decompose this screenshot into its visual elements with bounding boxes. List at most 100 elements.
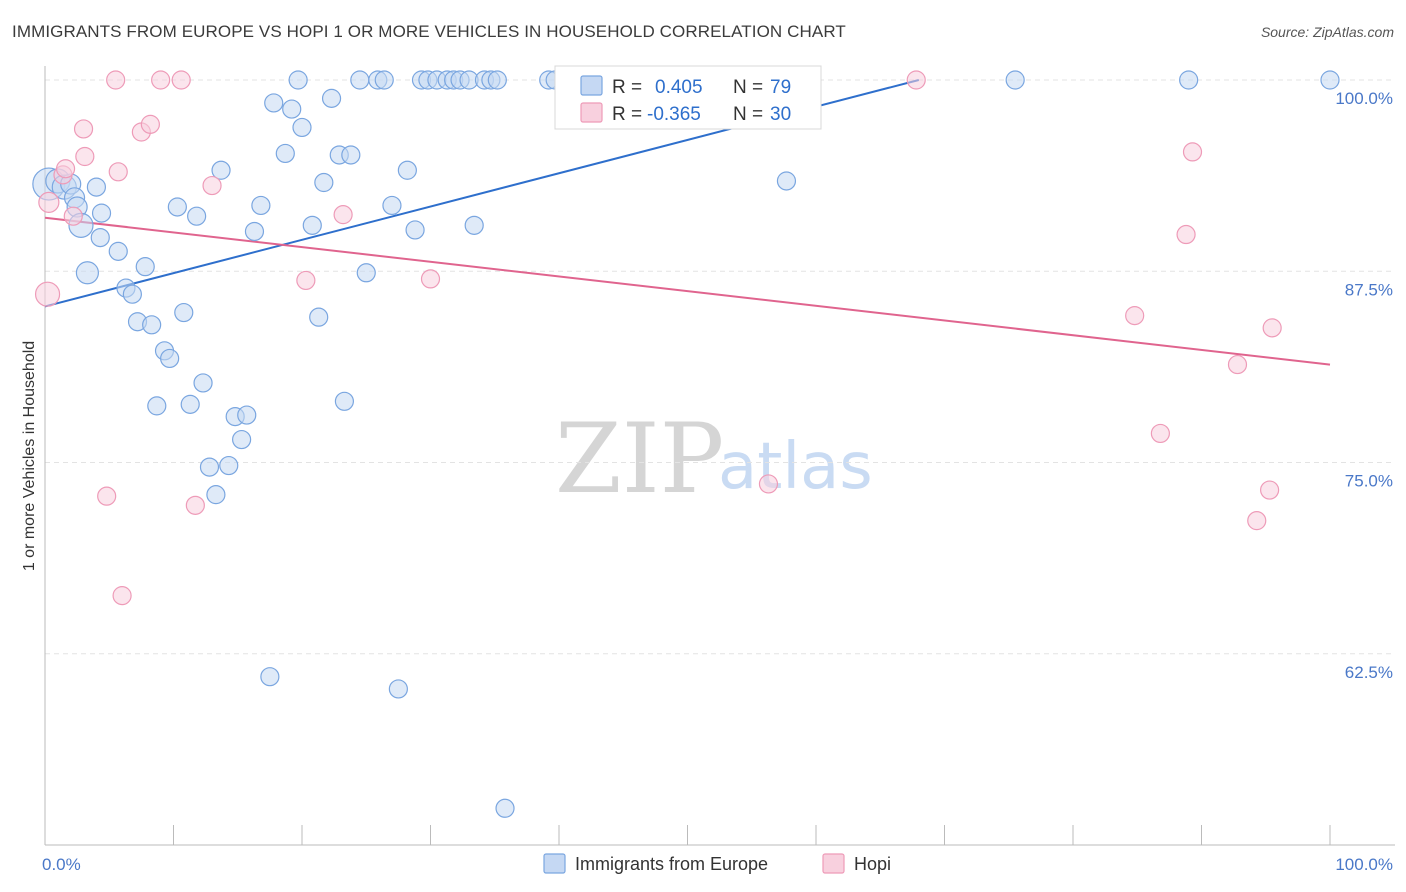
source-label: Source: ZipAtlas.com <box>1260 24 1394 40</box>
hopi-point-12 <box>140 114 160 134</box>
europe-point-64 <box>487 70 507 90</box>
legend-label-europe: Immigrants from Europe <box>575 854 768 874</box>
hopi-point-21 <box>906 70 926 90</box>
stats-r-label-europe: R = <box>612 77 642 98</box>
x-tick-label-0: 0.0% <box>42 855 81 874</box>
hopi-point-26 <box>1227 354 1248 375</box>
hopi-point-29 <box>1262 318 1282 338</box>
europe-point-61 <box>464 215 484 235</box>
y-tick-label-0: 100.0% <box>1335 89 1393 108</box>
europe-point-51 <box>388 679 408 699</box>
europe-point-27 <box>219 455 239 476</box>
stats-r-value-europe: 0.405 <box>655 77 703 98</box>
hopi-point-9 <box>108 162 128 182</box>
hopi-point-28 <box>1260 480 1280 500</box>
europe-point-22 <box>187 206 207 226</box>
hopi-point-1 <box>38 191 60 213</box>
europe-point-7 <box>75 261 100 285</box>
y-tick-label-3: 62.5% <box>1345 663 1393 682</box>
chart-title: IMMIGRANTS FROM EUROPE VS HOPI 1 OR MORE… <box>12 22 846 41</box>
europe-point-75 <box>1005 70 1025 90</box>
europe-point-49 <box>374 70 394 90</box>
hopi-point-16 <box>202 175 222 196</box>
europe-point-77 <box>1320 70 1340 90</box>
europe-point-25 <box>206 485 226 505</box>
stats-r-label-hopi: R = <box>612 104 642 125</box>
europe-point-29 <box>232 429 252 450</box>
europe-point-39 <box>302 215 322 235</box>
europe-point-31 <box>244 221 265 242</box>
legend-swatch-europe <box>543 853 566 874</box>
europe-point-19 <box>167 197 187 217</box>
europe-point-38 <box>292 117 312 138</box>
europe-point-18 <box>160 348 180 369</box>
stats-legend: R = 0.405 N = 79 R = -0.365 N = 30 <box>554 65 822 130</box>
europe-point-78 <box>86 177 107 197</box>
europe-point-26 <box>211 160 231 180</box>
hopi-trend-line <box>44 216 1331 366</box>
hopi-point-15 <box>185 495 205 515</box>
europe-point-20 <box>174 302 194 323</box>
x-tick-labels: 0.0% 100.0% <box>42 855 1393 874</box>
hopi-point-5 <box>73 119 94 139</box>
stats-n-label-europe: N = <box>733 77 763 98</box>
europe-point-33 <box>260 667 280 687</box>
europe-point-30 <box>237 405 257 425</box>
series-legend: Immigrants from Europe Hopi <box>543 853 891 874</box>
europe-point-37 <box>288 70 308 90</box>
hopi-point-27 <box>1247 511 1267 531</box>
europe-point-23 <box>193 373 213 393</box>
y-tick-labels: 100.0% 87.5% 75.0% 62.5% <box>1335 89 1393 682</box>
europe-point-32 <box>251 195 271 216</box>
hopi-point-6 <box>75 146 95 167</box>
stats-r-value-hopi: -0.365 <box>647 104 701 125</box>
hopi-point-14 <box>171 70 191 90</box>
europe-point-8 <box>91 203 112 223</box>
hopi-point-10 <box>112 586 132 606</box>
europe-point-45 <box>341 145 361 165</box>
hopi-point-19 <box>420 269 441 289</box>
stats-n-value-hopi: 30 <box>770 104 791 125</box>
stats-n-label-hopi: N = <box>733 104 763 125</box>
gridlines <box>45 79 1395 655</box>
hopi-point-3 <box>55 159 76 179</box>
y-tick-label-2: 75.0% <box>1345 472 1393 491</box>
europe-point-52 <box>397 160 417 180</box>
europe-point-73 <box>776 171 797 191</box>
europe-point-9 <box>90 227 110 248</box>
europe-point-50 <box>382 195 402 216</box>
europe-point-14 <box>135 257 155 277</box>
europe-point-46 <box>350 70 370 90</box>
hopi-point-22 <box>1125 306 1145 326</box>
europe-point-47 <box>356 263 376 283</box>
europe-point-15 <box>142 315 162 335</box>
stats-swatch-europe <box>580 75 603 96</box>
axes <box>44 66 1395 846</box>
hopi-point-18 <box>333 205 353 225</box>
y-axis-label: 1 or more Vehicles in Household <box>21 341 38 571</box>
europe-point-24 <box>199 457 220 477</box>
legend-swatch-hopi <box>822 853 845 874</box>
legend-label-hopi: Hopi <box>854 854 891 874</box>
hopi-point-4 <box>63 206 83 226</box>
hopi-point-13 <box>151 70 171 90</box>
stats-swatch-hopi <box>580 102 603 123</box>
hopi-point-7 <box>97 486 117 506</box>
europe-point-44 <box>334 391 355 411</box>
europe-point-10 <box>108 241 128 261</box>
europe-point-41 <box>314 172 334 193</box>
watermark-zip: ZIP <box>555 403 724 515</box>
x-tick-label-1: 100.0% <box>1335 855 1393 874</box>
europe-point-40 <box>309 307 329 327</box>
europe-point-12 <box>122 284 142 304</box>
stats-n-value-europe: 79 <box>770 77 791 98</box>
hopi-point-24 <box>1176 224 1196 245</box>
hopi-point-17 <box>296 270 316 291</box>
europe-point-53 <box>405 220 425 240</box>
europe-point-34 <box>264 93 284 113</box>
hopi-point-23 <box>1150 423 1170 444</box>
europe-point-42 <box>321 88 342 108</box>
hopi-point-8 <box>106 70 126 90</box>
europe-point-76 <box>1179 70 1199 90</box>
